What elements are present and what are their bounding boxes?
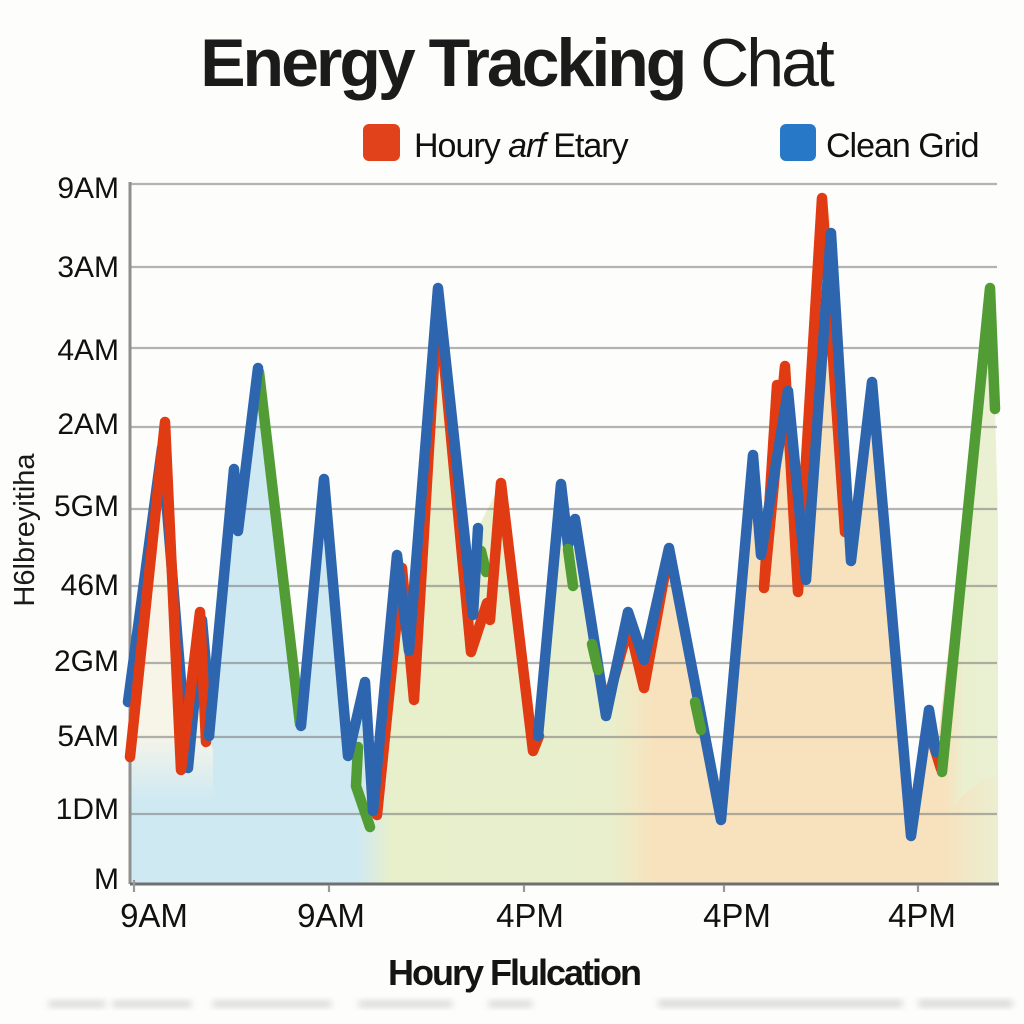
svg-text:Energy Tracking Chat: Energy Tracking Chat: [200, 25, 835, 101]
svg-text:1DM: 1DM: [56, 793, 119, 826]
svg-text:9AM: 9AM: [120, 897, 188, 934]
svg-text:4PM: 4PM: [496, 897, 564, 934]
svg-text:M: M: [94, 863, 119, 896]
svg-text:4PM: 4PM: [888, 897, 956, 934]
svg-text:2AM: 2AM: [57, 408, 119, 441]
svg-text:5GM: 5GM: [54, 490, 119, 523]
svg-text:46M: 46M: [61, 569, 119, 602]
svg-text:Houry Flulcation: Houry Flulcation: [388, 952, 640, 993]
svg-text:3AM: 3AM: [57, 251, 119, 284]
svg-text:2GM: 2GM: [54, 645, 119, 678]
svg-text:9AM: 9AM: [297, 897, 365, 934]
svg-text:Houry arf Etary: Houry arf Etary: [414, 127, 629, 165]
svg-text:4PM: 4PM: [703, 897, 771, 934]
svg-text:H6lbreyitiha: H6lbreyitiha: [9, 453, 41, 607]
svg-text:5AM: 5AM: [57, 720, 119, 753]
svg-text:4AM: 4AM: [57, 334, 119, 367]
svg-text:9AM: 9AM: [57, 172, 119, 205]
svg-text:Clean Grid: Clean Grid: [826, 127, 979, 165]
